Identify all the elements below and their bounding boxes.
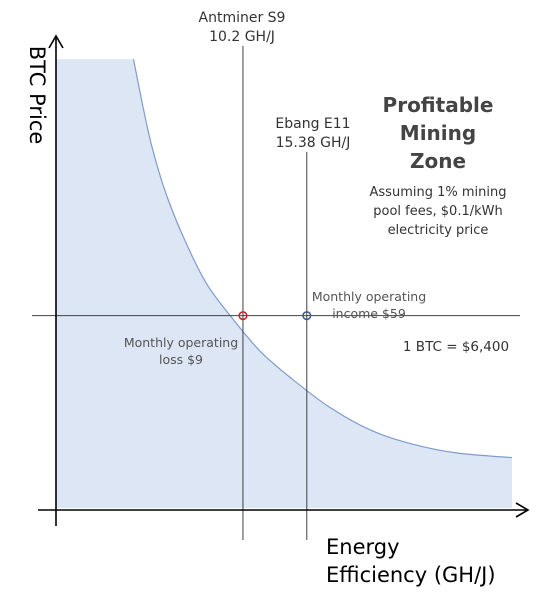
ebang-e11-label: Ebang E11 xyxy=(275,116,350,132)
income-point-marker xyxy=(302,311,312,321)
loss-annotation-line2: loss $9 xyxy=(159,352,203,367)
x-axis-label-line1: Energy xyxy=(326,535,400,559)
ebang-e11-efficiency: 15.38 GH/J xyxy=(276,135,351,151)
zone-title-line3: Zone xyxy=(410,149,466,173)
assumption-line1: Assuming 1% mining xyxy=(370,185,507,200)
profitable-zone-area xyxy=(56,59,512,508)
y-axis-arrowhead xyxy=(48,34,64,49)
income-annotation-line2: income $59 xyxy=(332,306,406,321)
x-axis-arrowhead xyxy=(515,502,530,518)
loss-annotation-line1: Monthly operating xyxy=(124,335,238,350)
zone-title-line2: Mining xyxy=(400,121,476,145)
income-annotation-line1: Monthly operating xyxy=(312,289,426,304)
assumption-line2: pool fees, $0.1/kWh xyxy=(373,204,502,219)
profitable-zone-layer xyxy=(56,59,513,508)
y-axis-label: BTC Price xyxy=(25,46,49,145)
loss-point-marker xyxy=(238,311,248,321)
markers-layer xyxy=(238,311,312,321)
reference-lines-layer xyxy=(32,46,520,540)
breakeven-curve xyxy=(132,59,513,459)
assumption-line3: electricity price xyxy=(388,223,489,238)
antminer-s9-efficiency: 10.2 GH/J xyxy=(209,29,275,45)
antminer-s9-label: Antminer S9 xyxy=(199,10,286,26)
btc-price-reference-label: 1 BTC = $6,400 xyxy=(403,339,509,355)
x-axis-label-line2: Efficiency (GH/J) xyxy=(326,563,496,587)
axes-layer xyxy=(38,34,530,526)
zone-title-line1: Profitable xyxy=(383,93,494,117)
